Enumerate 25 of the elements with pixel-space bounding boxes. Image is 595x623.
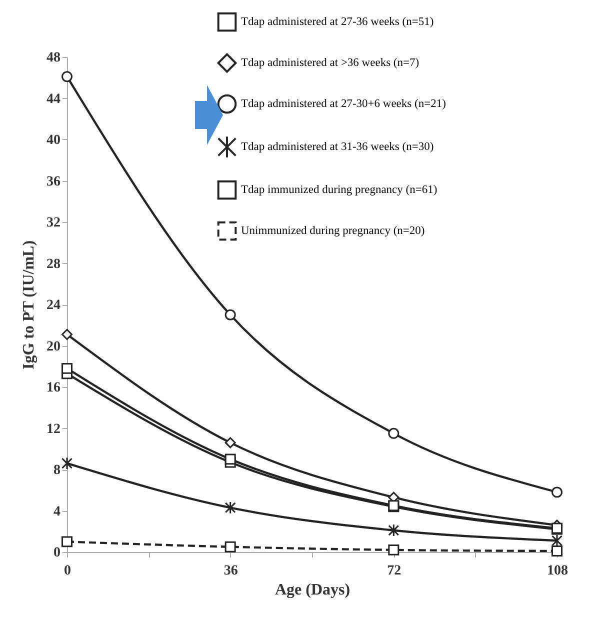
y-tick-label: 32	[46, 216, 60, 230]
legend-label: Tdap administered at >36 weeks (n=7)	[241, 57, 420, 69]
legend-label: Tdap immunized during pregnancy (n=61)	[241, 184, 438, 196]
y-tick-label: 0	[54, 546, 60, 560]
x-tick-label: 0	[64, 564, 71, 578]
y-tick-label: 20	[46, 339, 60, 354]
x-axis-title: Age (Days)	[274, 582, 350, 598]
legend-label: Tdap administered at 27-30+6 weeks (n=21)	[241, 98, 446, 110]
y-tick-label: 4	[54, 504, 60, 520]
x-tick-label: 36	[224, 564, 238, 578]
y-tick-label: 12	[46, 422, 60, 437]
legend-label: Tdap administered at 31-36 weeks (n=30)	[241, 141, 434, 153]
y-tick-label: 16	[46, 380, 60, 396]
legend-label: Unimmunized during pregnancy (n=20)	[241, 225, 425, 237]
y-axis-title: IgG to PT (IU/mL)	[20, 240, 38, 370]
y-tick-label: 28	[46, 256, 60, 272]
y-tick-label: 36	[46, 174, 60, 190]
y-tick-label: 40	[46, 133, 60, 148]
legend-label: Tdap administered at 27-36 weeks (n=51)	[241, 16, 434, 28]
x-tick-label: 72	[387, 564, 402, 578]
y-tick-label: 44	[46, 92, 60, 107]
y-tick-label: 48	[46, 50, 60, 66]
y-tick-label: 8	[54, 463, 60, 478]
x-tick-label: 108	[547, 564, 568, 578]
y-tick-label: 24	[46, 298, 60, 313]
